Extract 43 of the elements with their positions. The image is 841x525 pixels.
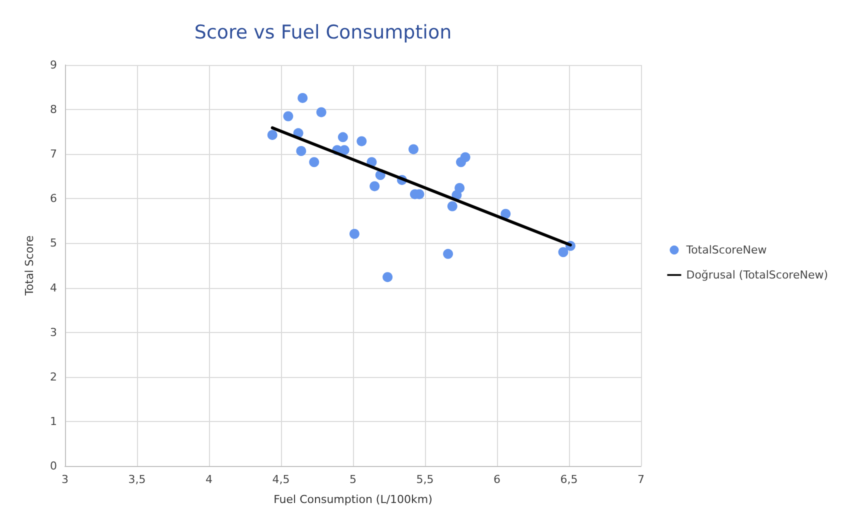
point: [349, 228, 360, 239]
point: [309, 157, 320, 168]
legend-label: Doğrusal (TotalScoreNew): [686, 268, 828, 282]
x-tick-label: 6,5: [560, 473, 578, 486]
y-tick-label: 1: [50, 414, 57, 428]
x-tick-label: 6: [494, 473, 500, 486]
point: [460, 152, 470, 162]
point: [443, 248, 454, 259]
y-axis-title: Total Score: [23, 235, 36, 296]
y-tick-label: 4: [50, 281, 57, 294]
point: [370, 181, 380, 192]
y-tick-label: 9: [50, 58, 57, 72]
y-tick-label: 8: [50, 103, 57, 116]
x-tick-label: 5,5: [416, 473, 434, 486]
x-tick-label: 3,5: [128, 473, 146, 486]
point: [356, 136, 367, 146]
point: [447, 201, 458, 212]
x-tick-label: 4: [206, 473, 212, 486]
x-tick-label: 7: [638, 473, 644, 486]
x-tick-label: 4,5: [272, 473, 290, 486]
x-tick-label: 5: [350, 473, 356, 486]
y-tick-label: 0: [50, 460, 57, 472]
y-tick-label: 3: [50, 326, 57, 339]
y-tick-label: 5: [50, 236, 57, 250]
point: [500, 208, 511, 219]
point: [298, 92, 308, 103]
point: [267, 130, 278, 140]
x-tick-label: 3: [62, 473, 68, 486]
point: [558, 247, 568, 258]
point: [283, 111, 294, 122]
x-axis-title: Fuel Consumption (L/100km): [274, 493, 432, 506]
point: [454, 182, 465, 193]
point: [339, 145, 350, 156]
y-tick-label: 7: [50, 148, 57, 161]
point: [408, 144, 418, 154]
legend-label: TotalScoreNew: [685, 244, 767, 256]
point: [382, 272, 393, 282]
point: [296, 146, 306, 156]
y-tick-label: 2: [50, 370, 57, 384]
chart-title: Score vs Fuel Consumption: [194, 22, 452, 44]
y-tick-label: 6: [50, 192, 57, 206]
point: [316, 107, 326, 118]
point: [338, 132, 348, 142]
